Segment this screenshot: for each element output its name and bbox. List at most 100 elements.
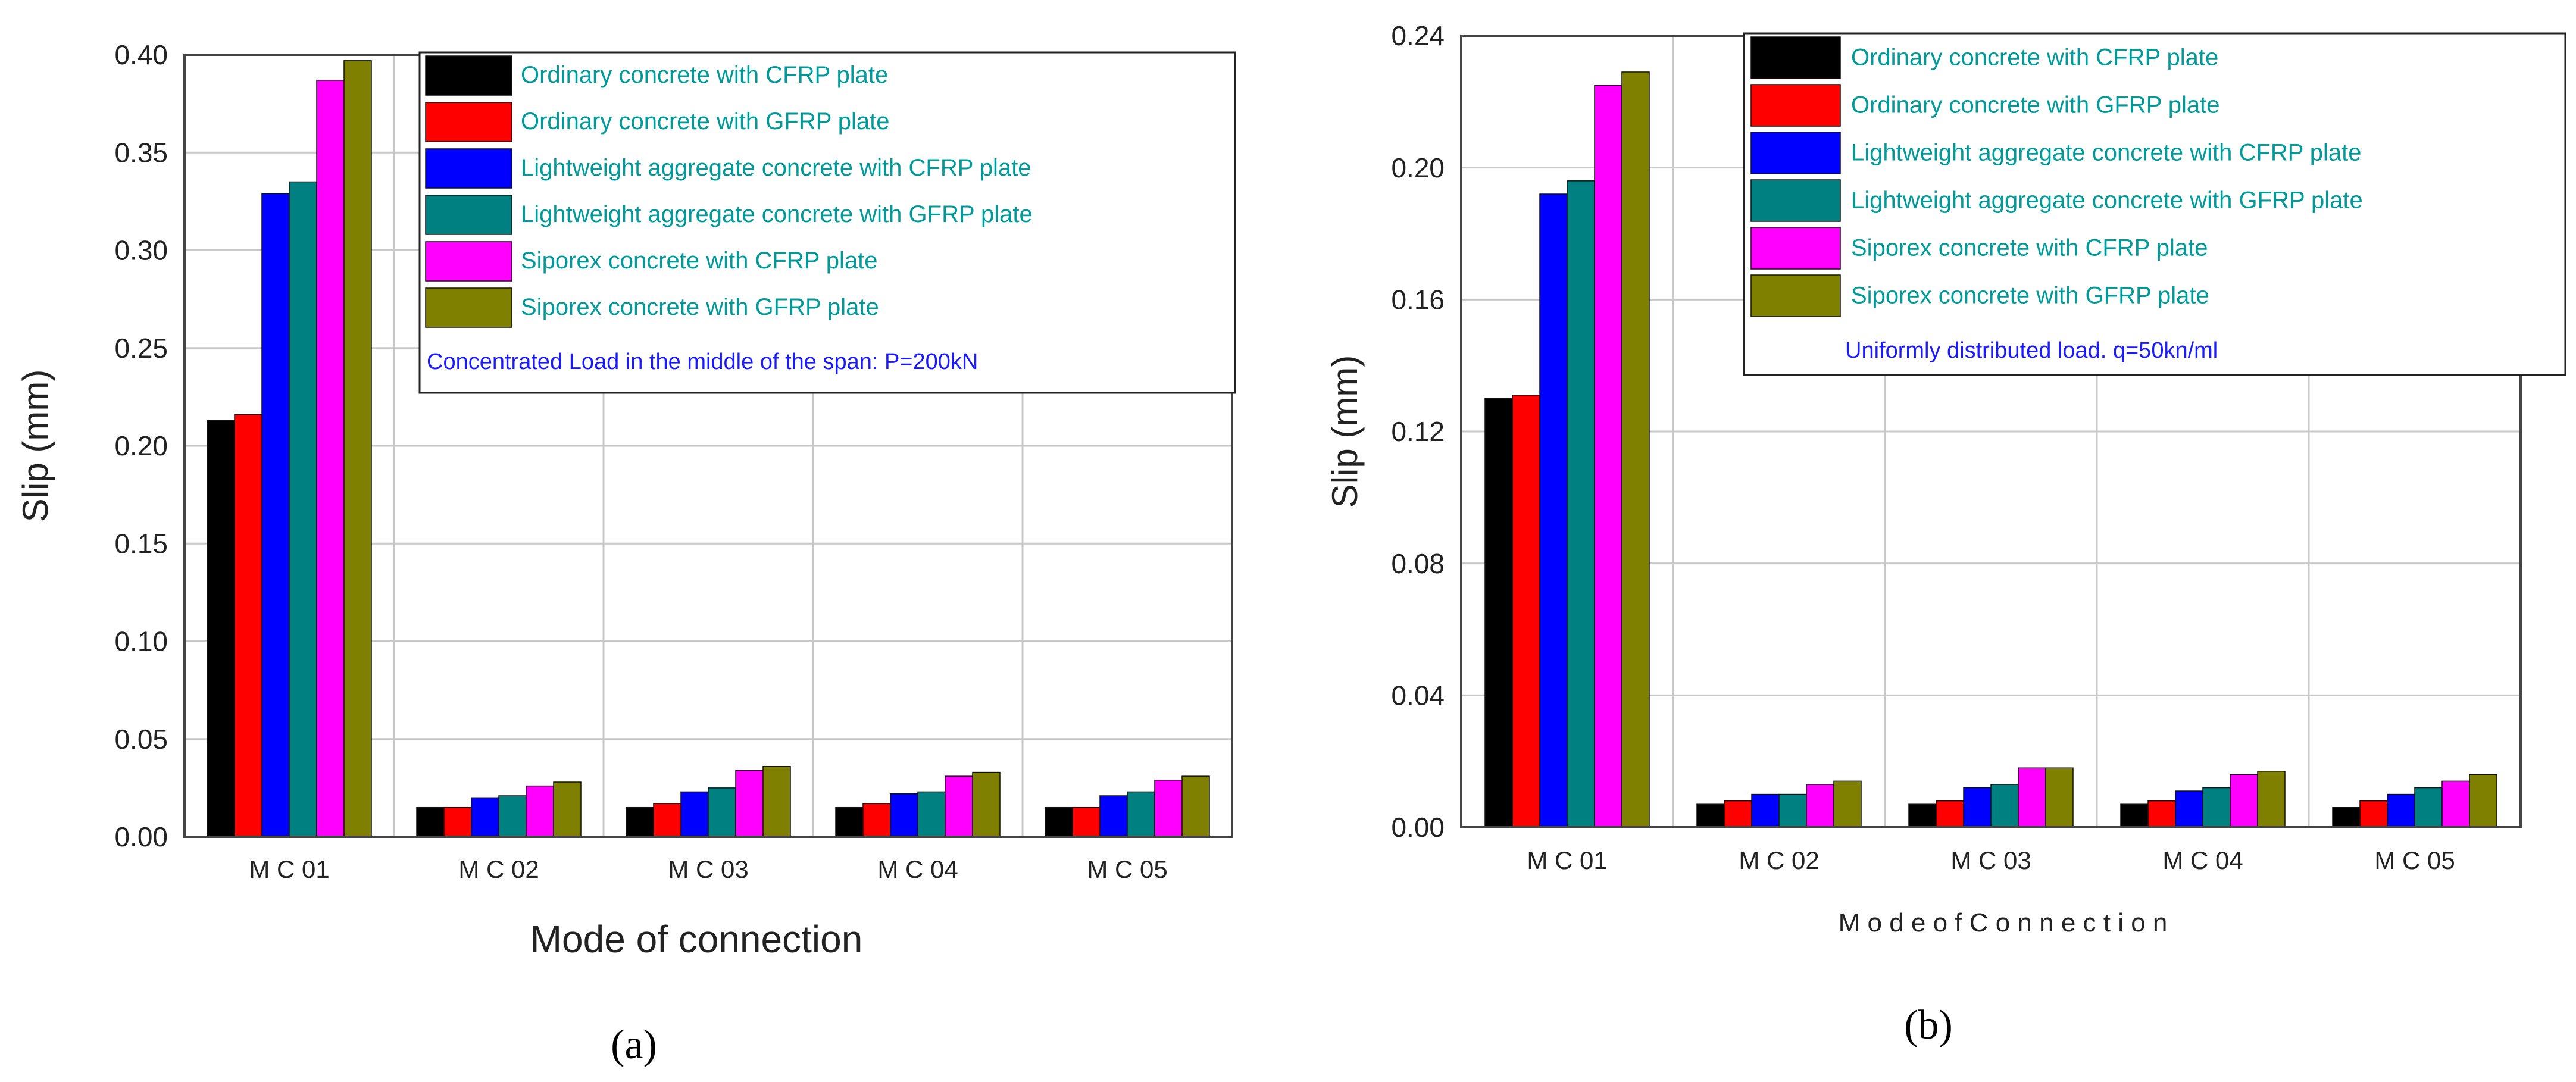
- y-tick-label: 0.25: [114, 333, 168, 364]
- y-tick-label: 0.00: [114, 821, 168, 852]
- bar: [1594, 85, 1622, 828]
- bar: [1936, 800, 1964, 828]
- bar: [708, 787, 736, 837]
- bar: [1127, 791, 1155, 837]
- legend-entry-label: Ordinary concrete with CFRP plate: [521, 62, 888, 88]
- panel-label: (b): [1904, 1002, 1953, 1048]
- bar: [1990, 784, 2019, 828]
- y-axis-label: Slip (mm): [15, 370, 55, 523]
- bar: [1724, 800, 1752, 828]
- bar: [1696, 803, 1725, 828]
- legend-swatch: [1750, 132, 1841, 174]
- bar: [443, 806, 472, 837]
- legend-box: [1743, 32, 2566, 376]
- legend-entry-label: Siporex concrete with GFRP plate: [521, 294, 879, 320]
- bar: [2230, 774, 2258, 828]
- bar: [2120, 803, 2149, 828]
- chart-panel-b: 0.00 0.04 0.08 0.12 0.16 0.20 0.24 M C 01 M C 02…: [1325, 20, 2566, 1048]
- legend-entry-label: Lightweight aggregate concrete with GFRP…: [1851, 187, 2363, 214]
- y-tick-label: 0.35: [114, 137, 168, 168]
- legend-swatch: [1750, 227, 1841, 270]
- legend-swatch: [425, 287, 512, 328]
- legend-swatch: [425, 241, 512, 282]
- legend-swatch: [1750, 36, 1841, 79]
- legend-box: [418, 51, 1236, 394]
- bar: [1154, 779, 1183, 837]
- legend-entry-label: Siporex concrete with CFRP plate: [521, 248, 878, 274]
- chart-panel-a: 0.00 0.05 0.10 0.15 0.20 0.25 0.30 0.35 0.40 M C …: [15, 39, 1236, 1068]
- y-tick-label: 0.10: [114, 626, 168, 657]
- y-tick-label: 0.30: [114, 235, 168, 266]
- bar: [2045, 767, 2074, 828]
- bar: [2359, 800, 2388, 828]
- legend-entry-label: Lightweight aggregate concrete with CFRP…: [1851, 140, 2362, 166]
- x-tick-label: M C 04: [2162, 846, 2243, 874]
- bar: [2441, 780, 2470, 828]
- legend-entry-label: Lightweight aggregate concrete with CFRP…: [521, 155, 1031, 181]
- legend: Ordinary concrete with CFRP plate Ordinar…: [418, 51, 1236, 394]
- bar: [1751, 793, 1780, 828]
- x-tick-label: M C 01: [249, 855, 329, 883]
- legend-swatch: [1750, 274, 1841, 317]
- bar: [1806, 784, 1834, 828]
- bar: [762, 765, 791, 837]
- bar: [680, 791, 709, 837]
- y-tick-label: 0.15: [114, 528, 168, 559]
- bar: [2202, 787, 2231, 828]
- legend-note: Uniformly distributed load. q=50kn/ml: [1845, 338, 2218, 363]
- legend-swatch: [425, 195, 512, 235]
- legend-swatch: [1750, 179, 1841, 222]
- y-tick-label: 0.16: [1391, 284, 1445, 315]
- y-tick-label: 0.05: [114, 724, 168, 755]
- x-tick-label: M C 04: [877, 855, 958, 883]
- bar: [416, 806, 445, 837]
- x-tick-label: M C 05: [1087, 855, 1167, 883]
- bar: [2332, 807, 2361, 828]
- legend: Ordinary concrete with CFRP plate Ordinar…: [1743, 32, 2566, 376]
- y-axis-label: Slip (mm): [1325, 355, 1365, 508]
- legend-swatch: [1750, 84, 1841, 127]
- y-tick-label: 0.24: [1391, 20, 1445, 51]
- panel-label: (a): [611, 1022, 657, 1068]
- bar: [526, 785, 554, 837]
- y-tick-label: 0.20: [114, 430, 168, 461]
- x-tick-label: M C 03: [1950, 846, 2031, 874]
- bar: [2018, 767, 2046, 828]
- legend-swatch: [425, 148, 512, 189]
- bar: [1045, 806, 1073, 837]
- bar: [2387, 793, 2415, 828]
- bar: [261, 193, 290, 837]
- x-axis-label: Mode of connection: [530, 918, 863, 961]
- bar: [917, 791, 946, 837]
- bar: [626, 806, 654, 837]
- bar: [1512, 395, 1540, 828]
- legend-swatch: [425, 102, 512, 142]
- bar: [1567, 180, 1595, 828]
- bar: [1778, 793, 1807, 828]
- bar: [1484, 398, 1513, 828]
- legend-entry-label: Ordinary concrete with GFRP plate: [1851, 92, 2220, 118]
- legend-entry-label: Lightweight aggregate concrete with GFRP…: [521, 201, 1033, 227]
- bar: [2414, 787, 2443, 828]
- y-tick-label: 0.04: [1391, 680, 1445, 711]
- bar: [945, 775, 973, 837]
- bar: [207, 420, 235, 837]
- bar: [553, 781, 582, 837]
- y-tick-label: 0.12: [1391, 416, 1445, 447]
- x-tick-label: M C 02: [458, 855, 539, 883]
- bar: [653, 803, 681, 837]
- bar: [1539, 193, 1568, 828]
- bar: [471, 797, 499, 837]
- bar: [1099, 795, 1128, 837]
- x-tick-label: M C 05: [2374, 846, 2455, 874]
- bar: [972, 771, 1001, 837]
- bar: [1621, 71, 1650, 828]
- bar: [1833, 780, 1862, 828]
- legend-entry-label: Ordinary concrete with GFRP plate: [521, 108, 890, 135]
- bar: [1072, 806, 1101, 837]
- bar: [289, 181, 317, 837]
- y-tick-label: 0.00: [1391, 812, 1445, 843]
- legend-entry-label: Ordinary concrete with CFRP plate: [1851, 45, 2218, 71]
- bar: [2257, 771, 2286, 828]
